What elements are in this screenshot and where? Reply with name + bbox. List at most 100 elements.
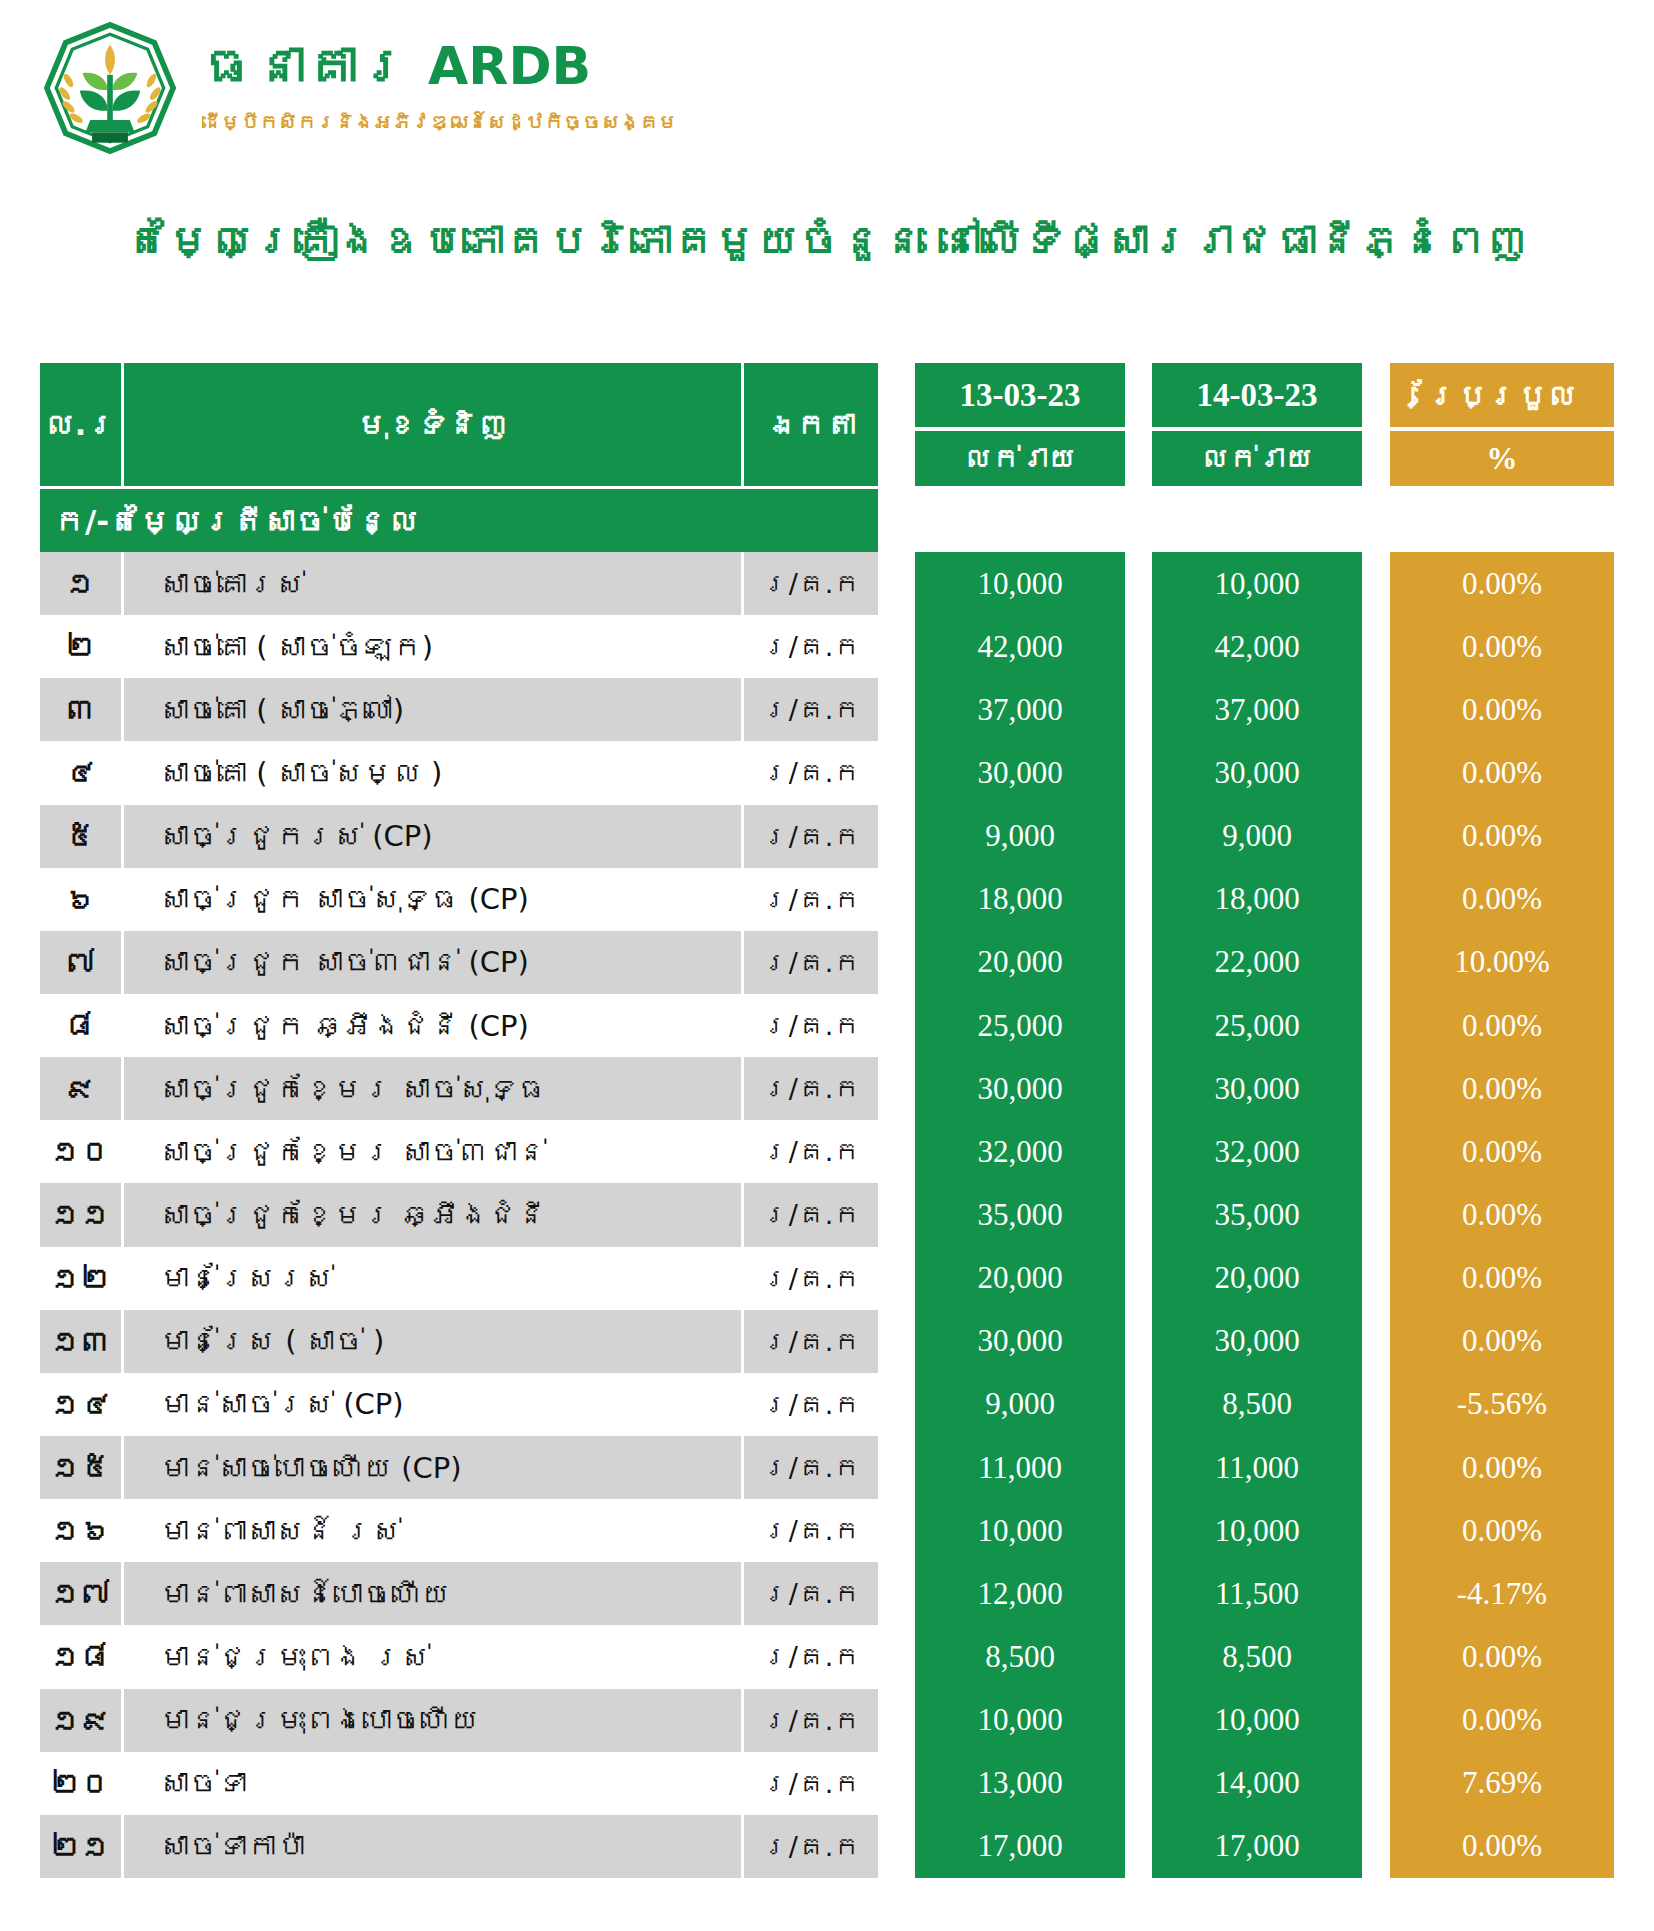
item-name: មាន់ជម្រុះពង រស់ bbox=[124, 1625, 741, 1688]
item-name: សាច់ជ្រូកខ្មែរ សាច់៣ជាន់ bbox=[124, 1120, 741, 1183]
change-percent: 0.00% bbox=[1390, 805, 1614, 868]
price-date1: 11,000 bbox=[915, 1436, 1125, 1499]
header-col-no: ល.រ bbox=[40, 363, 121, 486]
table-row: ៧សាច់ជ្រូក សាច់៣ជាន់ (CP)រ/គ.ក bbox=[40, 931, 878, 994]
table-row: ២០សាច់ទារ/គ.ក bbox=[40, 1752, 878, 1815]
item-unit: រ/គ.ក bbox=[744, 1373, 878, 1436]
price-date1: 10,000 bbox=[915, 552, 1125, 615]
price-date2: 35,000 bbox=[1152, 1183, 1362, 1246]
change-percent: 10.00% bbox=[1390, 931, 1614, 994]
price-date2: 30,000 bbox=[1152, 1310, 1362, 1373]
item-unit: រ/គ.ក bbox=[744, 931, 878, 994]
item-name: សាច់ទា bbox=[124, 1752, 741, 1815]
header-col-change: ប្រែប្រួល % bbox=[1390, 363, 1614, 486]
price-date2: 32,000 bbox=[1152, 1120, 1362, 1183]
item-unit: រ/គ.ក bbox=[744, 1183, 878, 1246]
table-row: ១៨មាន់ជម្រុះពង រស់រ/គ.ក bbox=[40, 1625, 878, 1688]
row-number: ១ bbox=[40, 552, 121, 615]
item-name: មាន់ពាសាសន៍បោចហើយ bbox=[124, 1562, 741, 1625]
table-row: ១០សាច់ជ្រូកខ្មែរ សាច់៣ជាន់រ/គ.ក bbox=[40, 1120, 878, 1183]
brand-tagline: ដើម្បីកសិករនិងអភិវឌ្ឍន៍សេដ្ឋកិច្ចសង្គម bbox=[202, 110, 702, 134]
table-row: ១៤មាន់សាច់រស់ (CP)រ/គ.ក bbox=[40, 1373, 878, 1436]
price-date1: 30,000 bbox=[915, 741, 1125, 804]
price-date2: 11,500 bbox=[1152, 1562, 1362, 1625]
change-percent: 0.00% bbox=[1390, 1057, 1614, 1120]
price-date2: 18,000 bbox=[1152, 868, 1362, 931]
item-unit: រ/គ.ក bbox=[744, 1499, 878, 1562]
item-name: មាន់សាច់រស់ (CP) bbox=[124, 1373, 741, 1436]
table-row: ៥សាច់ជ្រូករស់ (CP)រ/គ.ក bbox=[40, 805, 878, 868]
change-percent: 0.00% bbox=[1390, 741, 1614, 804]
price-date1: 32,000 bbox=[915, 1120, 1125, 1183]
item-unit: រ/គ.ក bbox=[744, 868, 878, 931]
price-date2: 25,000 bbox=[1152, 994, 1362, 1057]
item-unit: រ/គ.ក bbox=[744, 1562, 878, 1625]
ardb-logo: ធនាគារ ARDB ដើម្បីកសិករនិងអភិវឌ្ឍន៍សេដ្ឋ… bbox=[44, 22, 702, 154]
item-unit: រ/គ.ក bbox=[744, 741, 878, 804]
table-row: ២សាច់គោ ( សាច់ចំឡក)រ/គ.ក bbox=[40, 615, 878, 678]
table-row: ៤សាច់គោ ( សាច់សម្ល )រ/គ.ក bbox=[40, 741, 878, 804]
change-percent: 0.00% bbox=[1390, 1436, 1614, 1499]
price-date2: 22,000 bbox=[1152, 931, 1362, 994]
item-name: មាន់សាច់បោចហើយ (CP) bbox=[124, 1436, 741, 1499]
table-row: ១៥មាន់សាច់បោចហើយ (CP)រ/គ.ក bbox=[40, 1436, 878, 1499]
price-date1: 30,000 bbox=[915, 1057, 1125, 1120]
row-number: ១១ bbox=[40, 1183, 121, 1246]
price-date2: 11,000 bbox=[1152, 1436, 1362, 1499]
change-percent: 0.00% bbox=[1390, 678, 1614, 741]
table-row: ១២មាន់ស្រែរស់រ/គ.ក bbox=[40, 1247, 878, 1310]
item-name: សាច់ជ្រូករស់ (CP) bbox=[124, 805, 741, 868]
section-header: ក/-តម្លៃត្រីសាច់បន្លែ bbox=[40, 489, 878, 552]
item-unit: រ/គ.ក bbox=[744, 678, 878, 741]
item-name: មាន់ស្រែរស់ bbox=[124, 1247, 741, 1310]
item-unit: រ/គ.ក bbox=[744, 1120, 878, 1183]
item-name: សាច់គោរស់ bbox=[124, 552, 741, 615]
header-col-unit: ឯកតា bbox=[744, 363, 878, 486]
item-unit: រ/គ.ក bbox=[744, 1625, 878, 1688]
price-date1: 13,000 bbox=[915, 1752, 1125, 1815]
item-unit: រ/គ.ក bbox=[744, 1247, 878, 1310]
header-date1: 13-03-23 bbox=[915, 363, 1125, 427]
item-unit: រ/គ.ក bbox=[744, 552, 878, 615]
row-number: ១៧ bbox=[40, 1562, 121, 1625]
price-date2: 10,000 bbox=[1152, 1499, 1362, 1562]
price-date1: 17,000 bbox=[915, 1815, 1125, 1878]
row-number: ១៩ bbox=[40, 1689, 121, 1752]
row-number: ៤ bbox=[40, 741, 121, 804]
row-number: ១៣ bbox=[40, 1310, 121, 1373]
change-percent: 0.00% bbox=[1390, 1689, 1614, 1752]
table-row: ១៩មាន់ជម្រុះពងបោចហើយរ/គ.ក bbox=[40, 1689, 878, 1752]
change-percent: 7.69% bbox=[1390, 1752, 1614, 1815]
items-table: ១សាច់គោរស់រ/គ.ក២សាច់គោ ( សាច់ចំឡក)រ/គ.ក៣… bbox=[40, 552, 878, 1878]
row-number: ៨ bbox=[40, 994, 121, 1057]
change-percent: -4.17% bbox=[1390, 1562, 1614, 1625]
item-unit: រ/គ.ក bbox=[744, 1752, 878, 1815]
header-change-label: ប្រែប្រួល bbox=[1390, 363, 1614, 427]
change-percent: 0.00% bbox=[1390, 1625, 1614, 1688]
price-date1: 9,000 bbox=[915, 805, 1125, 868]
header-retail1: លក់រាយ bbox=[915, 431, 1125, 486]
price-date2: 9,000 bbox=[1152, 805, 1362, 868]
price-date2: 14,000 bbox=[1152, 1752, 1362, 1815]
row-number: ១៦ bbox=[40, 1499, 121, 1562]
table-row: ២១សាច់ទាកាប៉ារ/គ.ក bbox=[40, 1815, 878, 1878]
price-date1: 8,500 bbox=[915, 1625, 1125, 1688]
item-name: សាច់ទាកាប៉ា bbox=[124, 1815, 741, 1878]
table-row: ១៦មាន់ពាសាសន៍ រស់រ/គ.ក bbox=[40, 1499, 878, 1562]
item-unit: រ/គ.ក bbox=[744, 994, 878, 1057]
item-name: សាច់គោ ( សាច់សម្ល ) bbox=[124, 741, 741, 804]
table-row: ៣សាច់គោ ( សាច់ភ្លៅ)រ/គ.ក bbox=[40, 678, 878, 741]
table-row: ១៧មាន់ពាសាសន៍បោចហើយរ/គ.ក bbox=[40, 1562, 878, 1625]
item-name: សាច់ជ្រូក សាច់សុទ្ធ (CP) bbox=[124, 868, 741, 931]
item-name: មាន់ជម្រុះពងបោចហើយ bbox=[124, 1689, 741, 1752]
table-row: ៦សាច់ជ្រូក សាច់សុទ្ធ (CP)រ/គ.ក bbox=[40, 868, 878, 931]
row-number: ១០ bbox=[40, 1120, 121, 1183]
price-column-date2: 10,00042,00037,00030,0009,00018,00022,00… bbox=[1152, 552, 1362, 1878]
table-row: ១៣មាន់ស្រែ ( សាច់ )រ/គ.ក bbox=[40, 1310, 878, 1373]
price-date1: 9,000 bbox=[915, 1373, 1125, 1436]
item-name: សាច់ជ្រូកខ្មែរ ឆ្អឹងជំនី bbox=[124, 1183, 741, 1246]
price-date1: 30,000 bbox=[915, 1310, 1125, 1373]
change-percent: 0.00% bbox=[1390, 994, 1614, 1057]
item-name: សាច់គោ ( សាច់ចំឡក) bbox=[124, 615, 741, 678]
table-row: ១១សាច់ជ្រូកខ្មែរ ឆ្អឹងជំនីរ/គ.ក bbox=[40, 1183, 878, 1246]
